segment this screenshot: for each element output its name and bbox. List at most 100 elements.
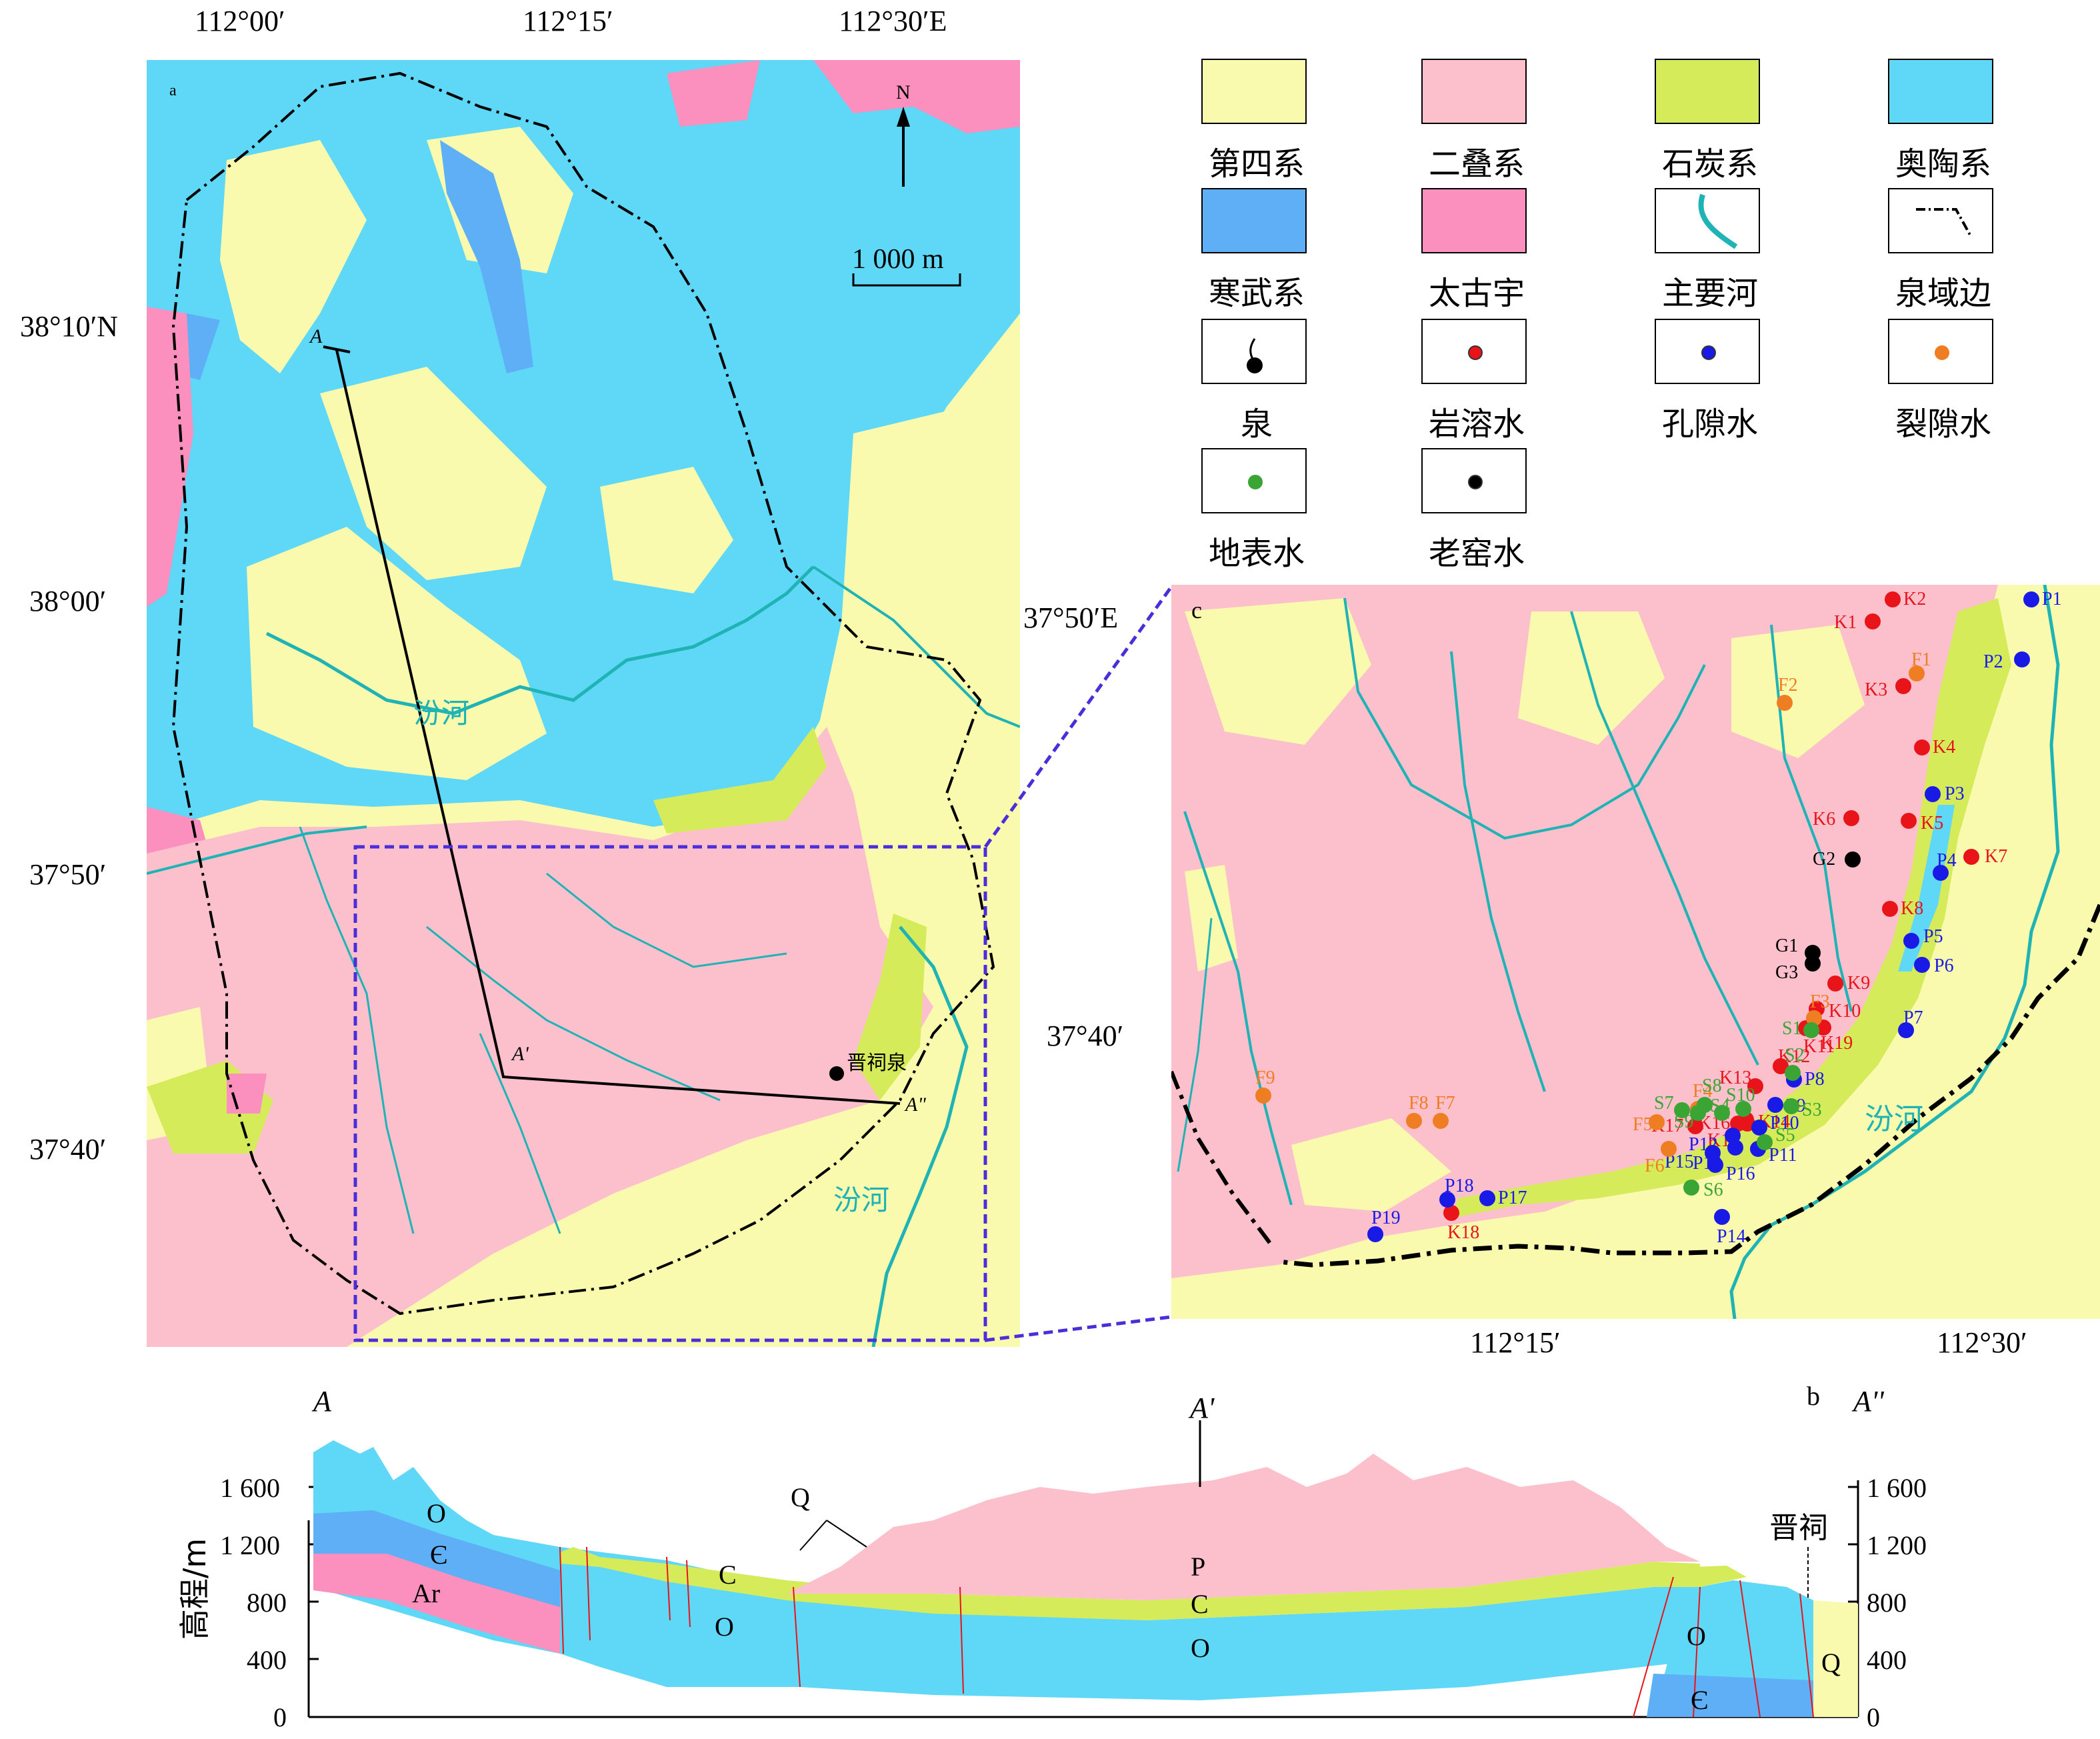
legend-swatch-spring xyxy=(1201,319,1307,384)
sample-point-k2 xyxy=(1885,591,1901,607)
sample-point-k18 xyxy=(1443,1205,1459,1221)
mine-water-dot-icon xyxy=(1468,475,1483,489)
sample-label-p16: P16 xyxy=(1726,1164,1755,1184)
legend-ordovician: 奥陶系 xyxy=(1880,59,2093,185)
stream-3 xyxy=(546,872,787,968)
sample-label-f7: F7 xyxy=(1435,1093,1455,1114)
legend-swatch-pore xyxy=(1655,319,1760,384)
stratum-label-q-middle: Q xyxy=(791,1482,810,1512)
zoom-area-box xyxy=(353,845,987,1342)
sample-point-p10 xyxy=(1751,1120,1767,1136)
map-c-bottom-coord-2: 112°30′ xyxy=(1937,1326,2027,1359)
stratum-label-o-east: O xyxy=(1687,1621,1706,1651)
legend-permian: 二叠系 xyxy=(1413,59,1627,185)
sample-label-p1: P1 xyxy=(2042,589,2062,609)
legend-swatch-surface xyxy=(1201,448,1307,513)
sample-label-k4: K4 xyxy=(1933,737,1955,757)
legend-label-spring: 泉 xyxy=(1240,405,1273,443)
sample-point-p16 xyxy=(1707,1157,1723,1173)
sample-label-p8: P8 xyxy=(1805,1069,1825,1090)
quaternary-patch-4 xyxy=(247,527,547,780)
sample-point-p1 xyxy=(2023,591,2039,607)
sample-point-f2 xyxy=(1777,695,1793,711)
sample-label-p10: P10 xyxy=(1770,1113,1799,1134)
legend-label-quaternary: 第四系 xyxy=(1208,145,1305,183)
sample-label-f8: F8 xyxy=(1409,1093,1429,1114)
y-tick-left-400: 400 xyxy=(247,1645,287,1675)
sample-point-k6 xyxy=(1843,810,1859,826)
sample-points: K1K2K3K4K5K6K7K8K9K10K11K12K13K14K15K16K… xyxy=(1255,589,2062,1247)
fen-river-label-upper: 汾河 xyxy=(413,699,470,729)
sample-label-k8: K8 xyxy=(1901,898,1923,919)
quaternary-east-south xyxy=(1171,585,2100,1319)
ordovician-strip xyxy=(1898,805,1955,972)
legend-quaternary: 第四系 xyxy=(1193,59,1407,185)
stream-c-6 xyxy=(1177,918,1213,1172)
legend-swatch-quaternary xyxy=(1201,59,1307,124)
cambrian-strip xyxy=(440,140,533,373)
legend-carboniferous: 石炭系 xyxy=(1647,59,1860,185)
legend-fissure-water: 裂隙水 xyxy=(1880,319,2093,445)
middle-carboniferous xyxy=(560,1547,1700,1620)
archean-north xyxy=(667,60,760,127)
section-point-a-prime: A' xyxy=(512,1043,529,1065)
archean-ne xyxy=(813,60,1020,133)
sample-point-g2 xyxy=(1845,851,1861,867)
sample-point-p18 xyxy=(1439,1192,1455,1208)
surface-water-dot-icon xyxy=(1248,475,1263,489)
section-line-tick xyxy=(323,345,351,353)
sample-label-p2: P2 xyxy=(1983,651,2003,672)
y-tick-left-1200: 1 200 xyxy=(220,1530,280,1560)
legend-label-mine-water: 老窑水 xyxy=(1428,535,1525,572)
sample-label-p5: P5 xyxy=(1923,926,1943,947)
jinci-spring-dot xyxy=(829,1066,844,1081)
permian-area xyxy=(147,727,933,1347)
stratum-label-p: P xyxy=(1191,1552,1206,1582)
sample-point-s5 xyxy=(1757,1134,1773,1150)
legend-swatch-ordovician xyxy=(1888,59,1993,124)
stratum-label-o-middle: O xyxy=(1191,1633,1210,1663)
map-a-left-coord-4: 37°40′ xyxy=(29,1133,107,1166)
q-pointer-2 xyxy=(826,1520,867,1548)
stream-2 xyxy=(426,926,721,1102)
sample-label-k3: K3 xyxy=(1865,679,1887,700)
sample-point-f7 xyxy=(1433,1113,1449,1129)
boundary-icon xyxy=(1916,208,1972,237)
quaternary-south xyxy=(347,1074,1020,1347)
east-quaternary xyxy=(1813,1600,1858,1717)
map-a-panel-tag: a xyxy=(169,82,177,99)
legend-label-pore-water: 孔隙水 xyxy=(1661,405,1758,443)
map-c-panel-tag: c xyxy=(1191,597,1202,623)
sample-point-p14 xyxy=(1714,1209,1730,1225)
y-tick-right-400: 400 xyxy=(1867,1645,1907,1675)
sample-point-s1 xyxy=(1803,1022,1819,1038)
stream-c-1 xyxy=(1183,811,1293,1206)
sample-point-f9 xyxy=(1255,1088,1271,1104)
sample-point-p17 xyxy=(1479,1190,1495,1206)
sample-point-p12 xyxy=(1725,1128,1741,1144)
map-c-fen-river-label: 汾河 xyxy=(1865,1103,1923,1136)
sample-point-s9 xyxy=(1690,1105,1706,1121)
carboniferous-band-1 xyxy=(653,727,827,833)
sample-label-k9: K9 xyxy=(1847,973,1870,994)
y-tick-right-0: 0 xyxy=(1867,1702,1880,1732)
legend-pore-water: 孔隙水 xyxy=(1647,319,1860,445)
sample-point-f8 xyxy=(1406,1113,1422,1129)
quaternary-patch-nw xyxy=(1185,598,1371,745)
map-a-left-coord-2: 38°00′ xyxy=(29,585,107,617)
sample-point-s2 xyxy=(1785,1065,1801,1081)
map-c-bottom-coord-1: 112°15′ xyxy=(1470,1326,1561,1359)
legend-spring-boundary: 泉域边界 xyxy=(1880,188,2093,359)
legend-swatch-river xyxy=(1655,188,1760,253)
north-label: N xyxy=(896,81,911,103)
legend-swatch-mine xyxy=(1421,448,1527,513)
section-point-a: A xyxy=(310,325,323,347)
sample-label-g1: G1 xyxy=(1775,936,1798,956)
sample-label-s1: S1 xyxy=(1782,1018,1802,1039)
sample-point-s3 xyxy=(1783,1098,1799,1114)
sample-label-s10: S10 xyxy=(1726,1085,1755,1106)
stratum-label-c-left: C xyxy=(719,1560,737,1590)
sample-point-p6 xyxy=(1914,957,1930,973)
sample-point-p15 xyxy=(1705,1145,1721,1161)
